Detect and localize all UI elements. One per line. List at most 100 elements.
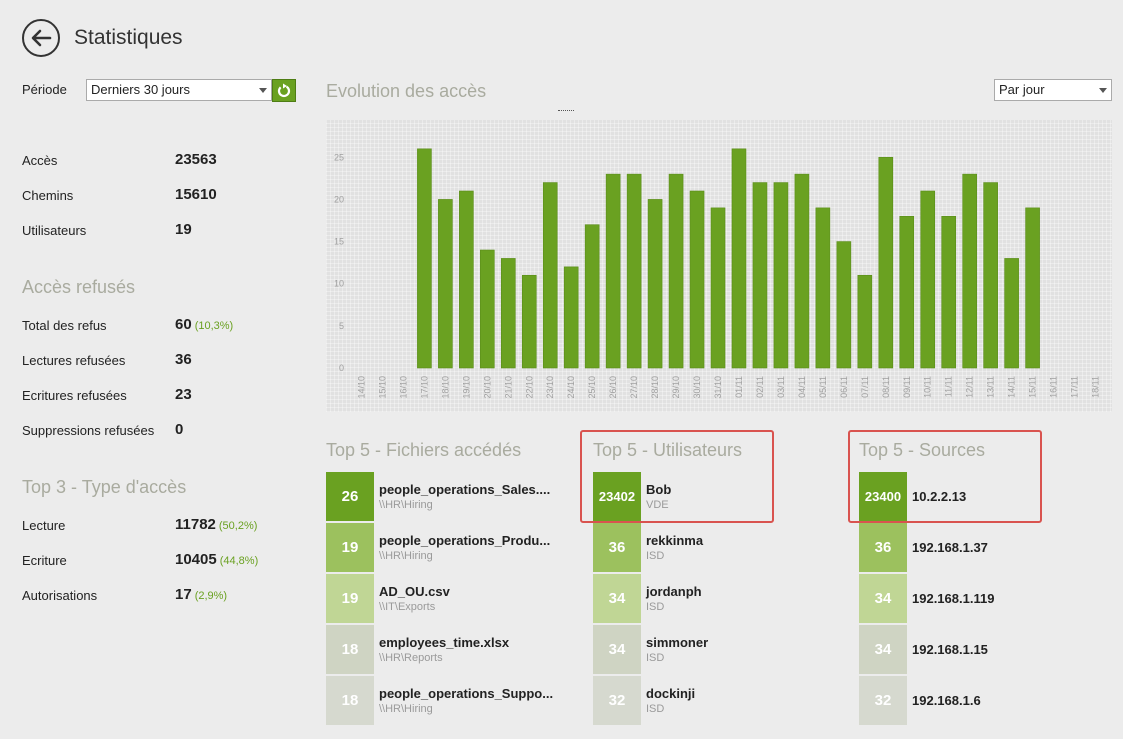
y-tick-label: 5 <box>339 321 344 331</box>
chart-bar[interactable] <box>500 258 516 369</box>
x-tick-label: 31/10 <box>713 376 723 399</box>
chart-bar[interactable] <box>941 215 957 369</box>
stat-value: 60 (10,3%) <box>175 316 233 333</box>
stat-value: 36 <box>175 351 195 368</box>
stat-percent: (2,9%) <box>194 590 228 602</box>
chart-bar[interactable] <box>983 182 998 369</box>
top-count-box: 34 <box>859 574 907 623</box>
x-tick-label: 23/10 <box>545 376 555 399</box>
chart-bar[interactable] <box>542 182 558 369</box>
chart-bar[interactable] <box>836 241 852 369</box>
top-item-name: 192.168.1.119 <box>912 591 995 606</box>
stat-value: 23 <box>175 386 195 403</box>
top-sources-title: Top 5 - Sources <box>859 440 986 460</box>
arrow-left-icon <box>31 29 52 47</box>
top-row[interactable]: 36 rekkinma ISD <box>593 523 823 572</box>
x-tick-label: 02/11 <box>755 376 765 398</box>
x-tick-label: 08/11 <box>881 376 891 398</box>
top-row[interactable]: 34 simmoner ISD <box>593 625 823 674</box>
chart-bar[interactable] <box>647 199 663 369</box>
top-count-box: 32 <box>859 676 907 725</box>
top-row[interactable]: 19 people_operations_Produ... \\HR\Hiring <box>326 523 556 572</box>
top-row[interactable]: 32 dockinji ISD <box>593 676 823 725</box>
x-tick-label: 13/11 <box>986 376 996 398</box>
chart-bar[interactable] <box>794 173 810 369</box>
y-tick-label: 10 <box>334 279 344 289</box>
stat-label: Ecriture <box>22 553 67 568</box>
x-tick-label: 19/10 <box>461 376 471 399</box>
top-row[interactable]: 23402 Bob VDE <box>593 472 823 521</box>
top-row[interactable]: 34 192.168.1.119 <box>859 574 1089 623</box>
top-row[interactable]: 36 192.168.1.37 <box>859 523 1089 572</box>
chart-bar[interactable] <box>605 173 621 369</box>
chart-bar[interactable] <box>668 173 684 369</box>
chart-bar[interactable] <box>563 266 579 369</box>
chart-bar[interactable] <box>689 190 705 369</box>
top-row[interactable]: 23400 10.2.2.13 <box>859 472 1089 521</box>
chart-bar[interactable] <box>878 156 894 369</box>
x-tick-label: 18/10 <box>440 376 450 399</box>
period-select[interactable]: Derniers 30 jours <box>86 79 272 101</box>
chart-bar[interactable] <box>962 173 977 369</box>
chart-bar[interactable] <box>438 199 453 369</box>
x-tick-label: 21/10 <box>503 376 513 399</box>
chart-bar[interactable] <box>584 224 600 369</box>
x-tick-label: 16/11 <box>1049 376 1059 398</box>
x-tick-label: 01/11 <box>734 376 744 398</box>
chart-bar[interactable] <box>626 173 642 369</box>
top-item-sub: ISD <box>646 703 665 715</box>
stat-label: Total des refus <box>22 318 107 333</box>
x-tick-label: 10/11 <box>923 376 933 398</box>
top-row[interactable]: 18 employees_time.xlsx \\HR\Reports <box>326 625 556 674</box>
chart-bar[interactable] <box>521 274 537 369</box>
stat-value: 23563 <box>175 151 220 168</box>
top-count-box: 23402 <box>593 472 641 521</box>
stat-number: 23 <box>175 386 192 403</box>
x-tick-label: 12/11 <box>965 376 975 398</box>
refresh-button[interactable] <box>272 79 296 102</box>
top-count-box: 36 <box>859 523 907 572</box>
top-count-box: 23400 <box>859 472 907 521</box>
chart-title: Evolution des accès <box>326 81 487 101</box>
highlight-top-source <box>848 430 1042 523</box>
chart-bar[interactable] <box>480 249 495 369</box>
top-item-sub: \\IT\Exports <box>379 601 436 613</box>
top-count-box: 34 <box>859 625 907 674</box>
chart-bar[interactable] <box>899 215 915 369</box>
chart-bar[interactable] <box>459 190 474 369</box>
top-item-name: AD_OU.csv <box>379 584 450 599</box>
chevron-down-icon <box>1099 88 1107 93</box>
y-tick-label: 15 <box>334 237 344 247</box>
chart-bar[interactable] <box>417 148 432 369</box>
x-tick-label: 09/11 <box>902 376 912 398</box>
top-item-name: 10.2.2.13 <box>912 489 967 504</box>
chart-bar[interactable] <box>752 182 768 369</box>
x-tick-label: 15/11 <box>1028 376 1038 398</box>
chart-bar[interactable] <box>815 207 831 369</box>
back-button[interactable] <box>22 19 60 57</box>
top-row[interactable]: 26 people_operations_Sales.... \\HR\Hiring <box>326 472 556 521</box>
chart-resize-handle[interactable] <box>558 110 574 111</box>
top-row[interactable]: 34 jordanph ISD <box>593 574 823 623</box>
top-row[interactable]: 34 192.168.1.15 <box>859 625 1089 674</box>
chevron-down-icon <box>259 88 267 93</box>
chart-bar[interactable] <box>1025 207 1040 369</box>
top-row[interactable]: 18 people_operations_Suppo... \\HR\Hiring <box>326 676 556 725</box>
stat-label: Lecture <box>22 518 66 533</box>
chart-bar[interactable] <box>773 182 789 369</box>
granularity-select[interactable]: Par jour <box>994 79 1112 101</box>
top-item-sub: VDE <box>646 499 669 511</box>
stat-label: Suppressions refusées <box>22 423 155 438</box>
chart-bar[interactable] <box>920 190 936 369</box>
stat-label: Ecritures refusées <box>22 388 127 403</box>
chart-bar[interactable] <box>1004 258 1019 369</box>
top-item-sub: ISD <box>646 550 665 562</box>
top-item-sub: \\HR\Hiring <box>379 550 433 562</box>
stat-label: Autorisations <box>22 588 98 603</box>
top-row[interactable]: 32 192.168.1.6 <box>859 676 1089 725</box>
x-tick-label: 25/10 <box>587 376 597 399</box>
chart-bar[interactable] <box>710 207 726 369</box>
top-row[interactable]: 19 AD_OU.csv \\IT\Exports <box>326 574 556 623</box>
chart-bar[interactable] <box>857 274 873 369</box>
chart-bar[interactable] <box>731 148 747 369</box>
